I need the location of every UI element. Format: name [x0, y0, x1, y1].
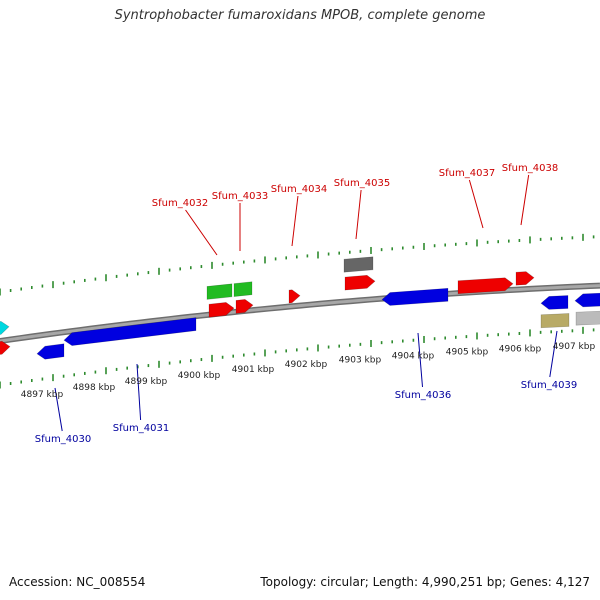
- gray-gene: [343, 256, 374, 273]
- blue-gene-e: [574, 292, 600, 308]
- forward-leader-line: [291, 195, 299, 247]
- forward-gene-label: Sfum_4034: [271, 184, 327, 195]
- forward-gene-label: Sfum_4032: [152, 198, 208, 209]
- reverse-leader-line: [136, 363, 142, 421]
- kbp-label: 4902 kbp: [285, 360, 328, 370]
- reverse-gene-label: Sfum_4039: [521, 380, 577, 391]
- kbp-label: 4898 kbp: [73, 383, 116, 393]
- kbp-label: 4906 kbp: [499, 344, 542, 354]
- kbp-label: 4900 kbp: [178, 371, 221, 381]
- kbp-labels: 4897 kbp 4898 kbp 4899 kbp 4900 kbp 4901 kbp…: [21, 342, 596, 400]
- gray-gene-b: [575, 310, 600, 326]
- forward-gene-label: Sfum_4035: [334, 178, 390, 189]
- accession-text: Accession: NC_008554: [9, 575, 146, 589]
- reverse-tick-track: [0, 326, 595, 389]
- green-gene-b: [233, 281, 253, 297]
- blue-gene-b: [63, 317, 197, 346]
- red-gene-c: [288, 289, 301, 304]
- red-gene-a: [208, 302, 235, 318]
- red-gene-d: [344, 274, 376, 291]
- forward-gene-label: Sfum_4037: [439, 168, 495, 179]
- kbp-label: 4901 kbp: [232, 365, 275, 375]
- reverse-leader-line: [54, 387, 63, 432]
- forward-leader-line: [355, 189, 362, 240]
- kbp-label: 4903 kbp: [339, 355, 382, 365]
- forward-tick-track: [0, 233, 595, 296]
- red-gene-b: [235, 299, 254, 314]
- kbp-label: 4907 kbp: [553, 342, 596, 352]
- forward-leader-line: [468, 179, 484, 229]
- kbp-label: 4899 kbp: [125, 377, 168, 387]
- red-gene-left: [0, 340, 11, 355]
- gene-features: [0, 256, 600, 360]
- red-gene-f: [515, 271, 535, 286]
- kbp-label: 4904 kbp: [392, 351, 435, 361]
- blue-gene-a: [36, 343, 65, 360]
- reverse-leader-line: [417, 332, 423, 388]
- olive-gene: [540, 313, 570, 329]
- blue-gene-c: [381, 287, 449, 306]
- forward-leader-line: [185, 209, 218, 256]
- kbp-label: 4905 kbp: [446, 348, 489, 358]
- genome-summary-text: Topology: circular; Length: 4,990,251 bp…: [260, 575, 590, 589]
- label-leaders: [54, 174, 558, 432]
- forward-gene-label: Sfum_4038: [502, 163, 558, 174]
- red-gene-e: [457, 277, 514, 295]
- map-title: Syntrophobacter fumaroxidans MPOB, compl…: [114, 8, 486, 23]
- green-gene-a: [206, 283, 233, 300]
- cyan-gene: [0, 321, 10, 335]
- forward-leader-line: [520, 174, 530, 226]
- forward-gene-label: Sfum_4033: [212, 191, 268, 202]
- reverse-gene-label: Sfum_4030: [35, 434, 91, 445]
- kbp-label: 4897 kbp: [21, 390, 64, 400]
- reverse-leader-line: [549, 330, 558, 378]
- reverse-gene-label: Sfum_4031: [113, 423, 169, 434]
- blue-gene-d: [540, 295, 569, 310]
- reverse-gene-label: Sfum_4036: [395, 390, 451, 401]
